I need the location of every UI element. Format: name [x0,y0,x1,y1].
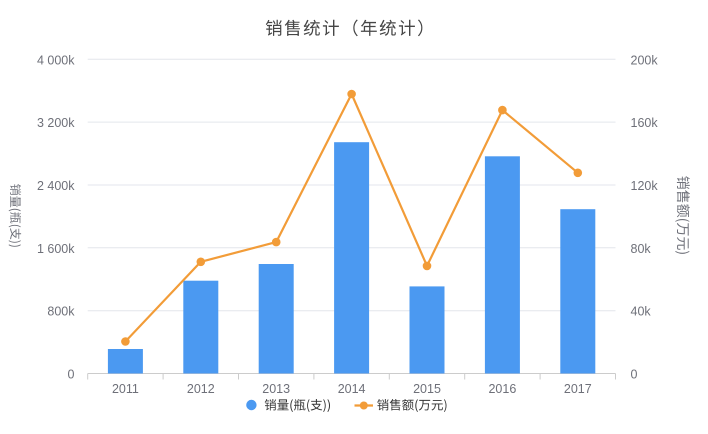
svg-text:2013: 2013 [262,382,290,396]
svg-text:2011: 2011 [112,382,139,396]
svg-text:40k: 40k [631,305,652,319]
svg-text:2016: 2016 [488,382,516,396]
svg-text:2014: 2014 [338,382,366,396]
svg-text:0: 0 [631,368,638,382]
svg-text:2015: 2015 [413,382,441,396]
svg-text:800k: 800k [47,305,75,319]
svg-text:1 600k: 1 600k [37,242,75,256]
svg-text:200k: 200k [631,53,659,67]
svg-text:0: 0 [68,368,75,382]
svg-text:2 400k: 2 400k [37,179,75,193]
svg-text:80k: 80k [631,242,652,256]
svg-text:3 200k: 3 200k [37,116,75,130]
svg-text:4 000k: 4 000k [37,53,75,67]
svg-text:120k: 120k [631,179,659,193]
svg-text:2017: 2017 [564,382,592,396]
svg-text:2012: 2012 [187,382,215,396]
svg-text:160k: 160k [631,116,659,130]
